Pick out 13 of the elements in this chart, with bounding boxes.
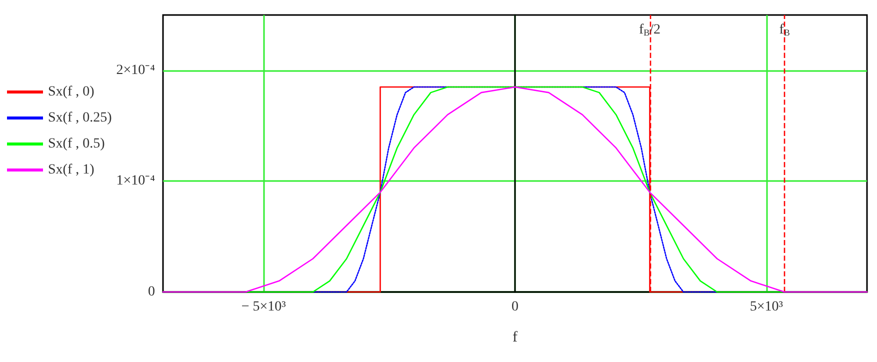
x-axis-title: f (512, 330, 518, 346)
legend-label: Sx(f , 0.25) (48, 110, 112, 126)
legend-label: Sx(f , 0.5) (48, 136, 106, 152)
x-tick-label: − 5×10³ (241, 300, 286, 314)
y-tick-label: 0 (148, 284, 155, 300)
ref-line-label: fB (779, 22, 790, 38)
y-tick-label: 1×10⁻⁴ (116, 174, 156, 189)
ref-line-label: fB/2 (638, 22, 661, 38)
x-tick-label: 5×10³ (750, 300, 783, 314)
legend-label: Sx(f , 1) (48, 162, 95, 178)
y-tick-label: 2×10⁻⁴ (116, 62, 156, 78)
x-tick-label: 0 (512, 300, 518, 314)
legend-label: Sx(f , 0) (48, 84, 95, 100)
